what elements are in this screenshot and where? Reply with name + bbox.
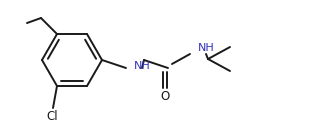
Text: O: O (160, 89, 169, 103)
Text: NH: NH (134, 61, 151, 71)
Text: NH: NH (198, 43, 215, 53)
Text: Cl: Cl (46, 110, 58, 123)
